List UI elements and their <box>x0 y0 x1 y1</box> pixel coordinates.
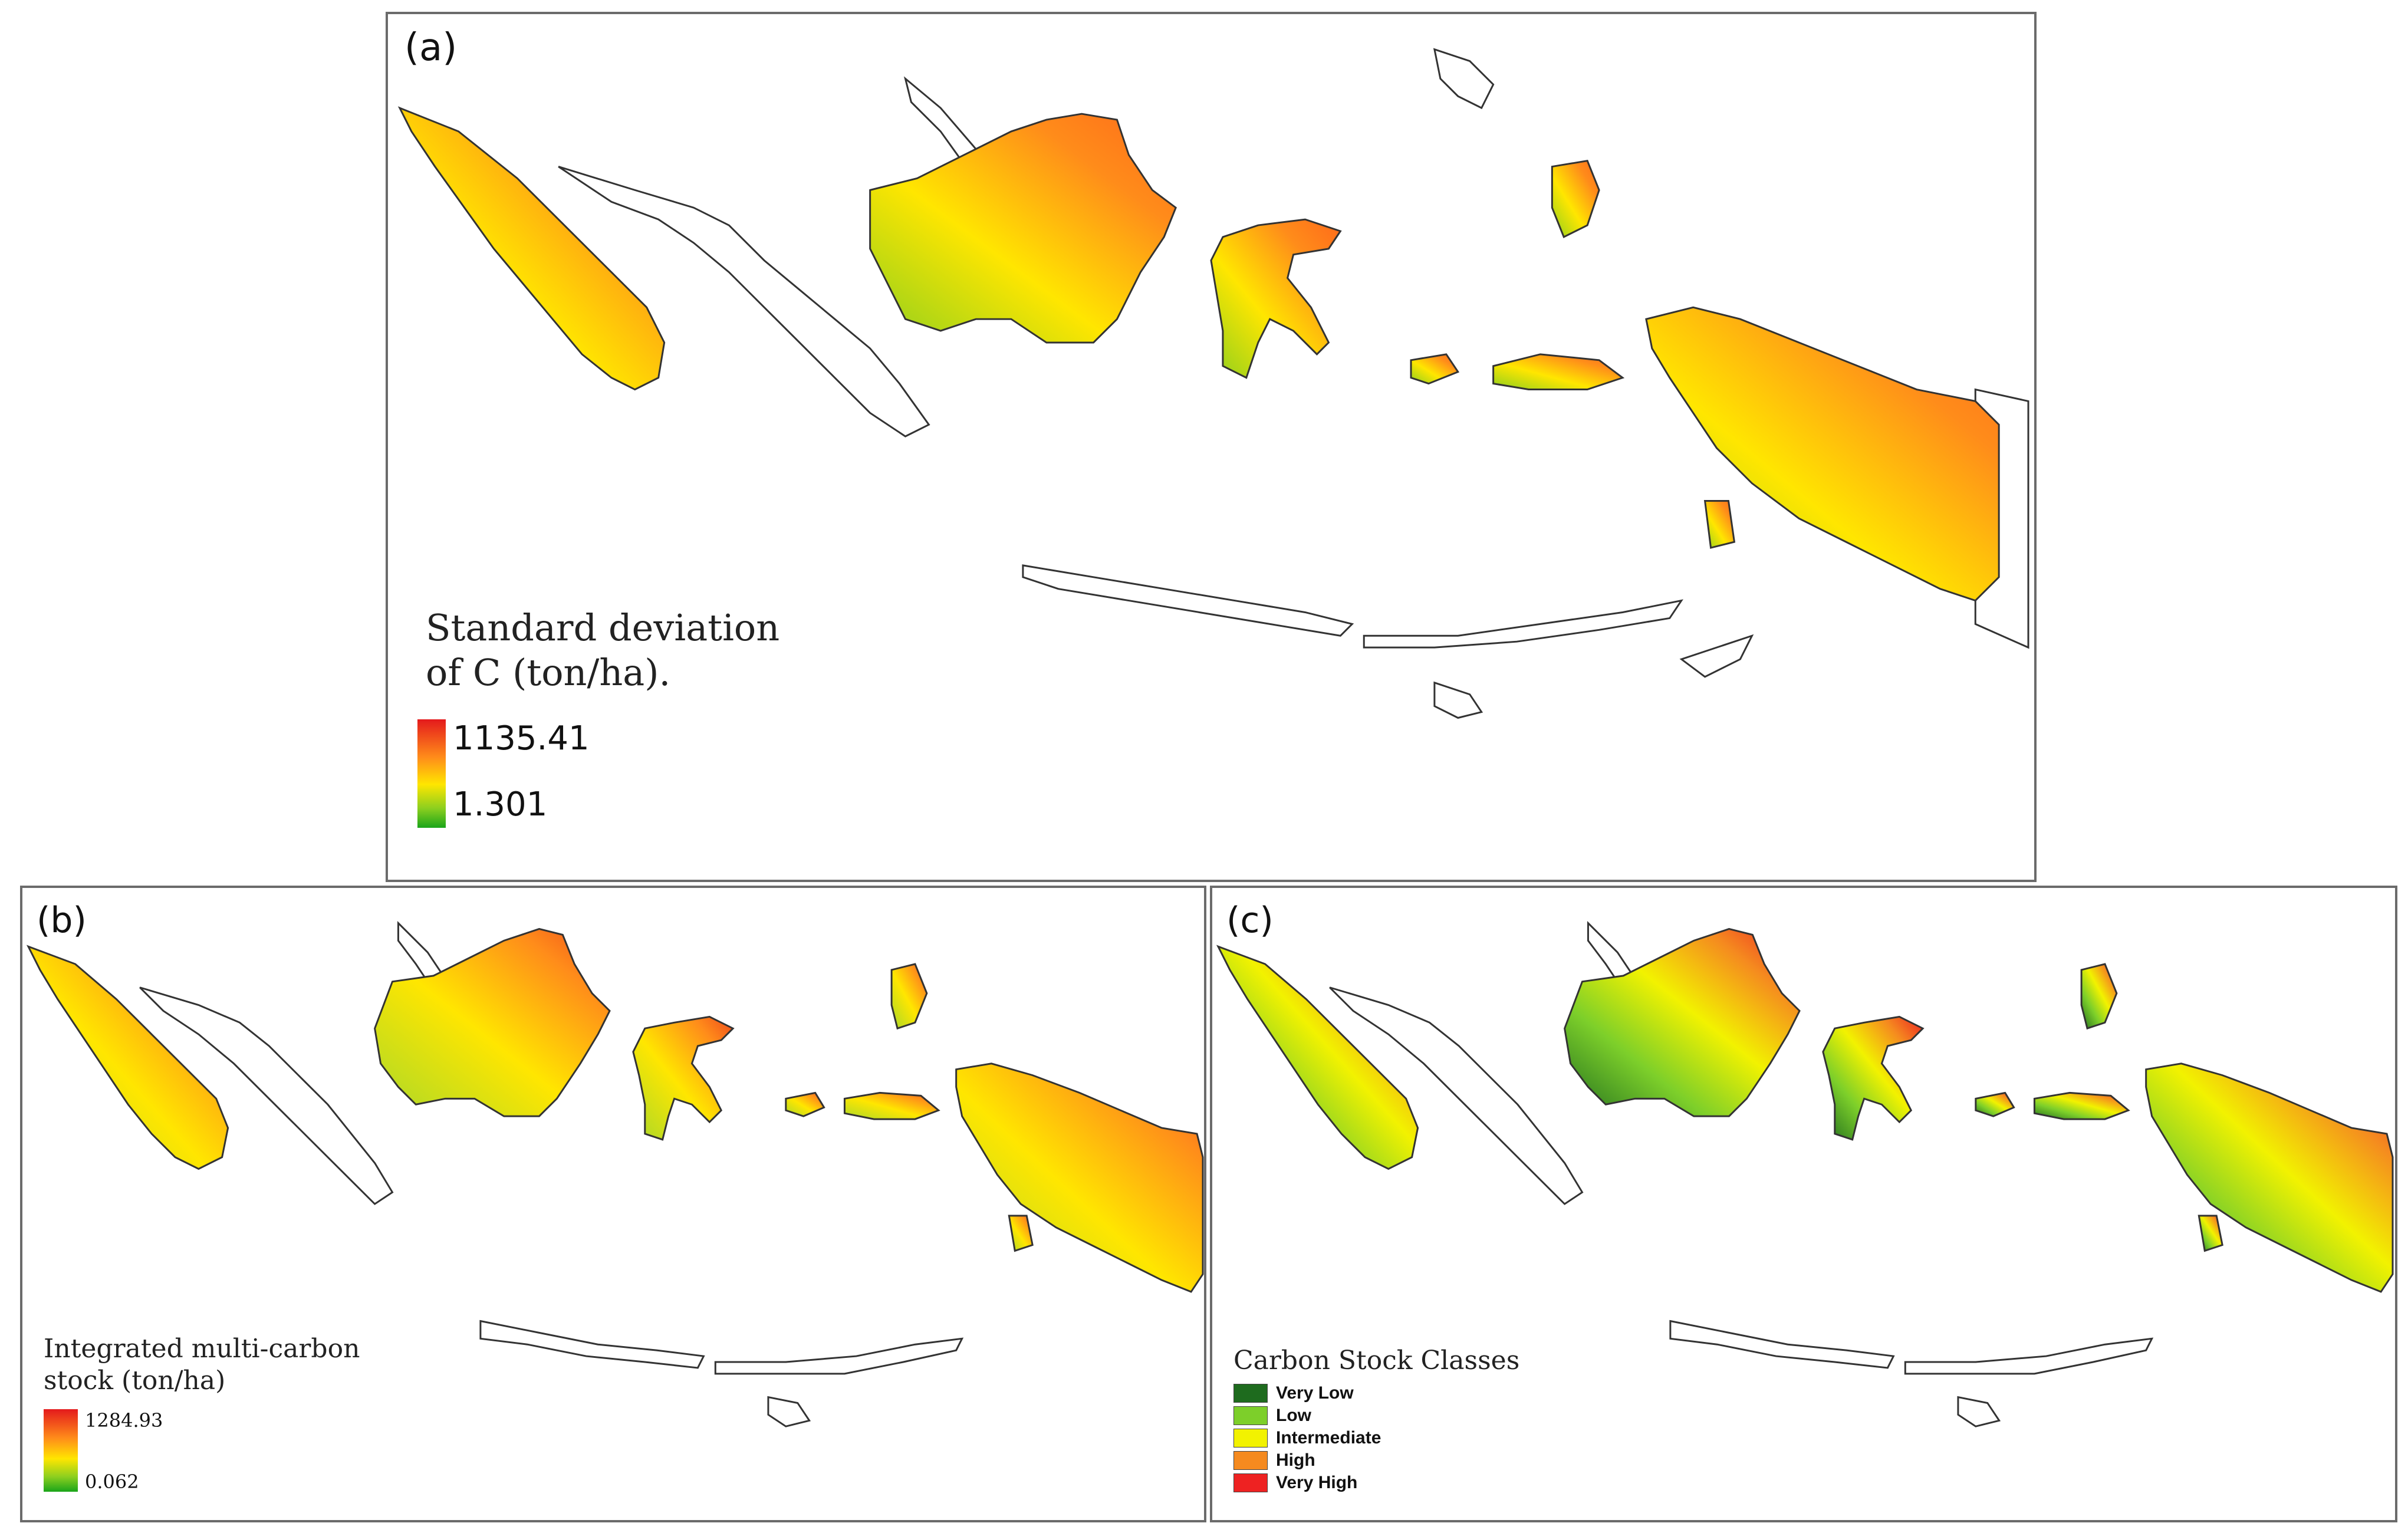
borneo-island <box>374 927 611 1117</box>
halmahera-island <box>2080 963 2118 1030</box>
indonesia-map-b <box>26 920 1204 1427</box>
halmahera-island <box>1551 159 1600 238</box>
legend-title-b-line1: Integrated multi-carbon <box>44 1334 360 1364</box>
sumatra-island <box>1216 945 1419 1170</box>
papua-island <box>2145 1062 2394 1293</box>
sumatra-island <box>26 945 229 1170</box>
swatch-very-high <box>1233 1473 1268 1492</box>
aru-island <box>2198 1215 2223 1252</box>
legend-min-b: 0.062 <box>85 1471 139 1493</box>
class-very-high: Very High <box>1233 1472 1381 1494</box>
class-label-very-low: Very Low <box>1276 1383 1354 1403</box>
color-ramp-b <box>44 1409 78 1492</box>
panel-label-c: (c) <box>1226 900 1274 941</box>
buru-island <box>1975 1091 2015 1117</box>
swatch-high <box>1233 1451 1268 1470</box>
buru-island <box>1410 353 1460 385</box>
indonesia-map-c <box>1216 920 2394 1427</box>
legend-title-b-line2: stock (ton/ha) <box>44 1366 226 1396</box>
papua-island <box>1645 306 2000 602</box>
class-label-low: Low <box>1276 1406 1311 1425</box>
panel-label-b: (b) <box>37 900 87 941</box>
aru-island <box>1008 1215 1034 1252</box>
aru-island <box>1703 500 1736 549</box>
halmahera-island <box>890 963 928 1030</box>
legend-max-b: 1284.93 <box>85 1409 163 1432</box>
panel-b-integrated-carbon-map: (b) Integrated multi-carbon stock (ton/h… <box>20 886 1206 1522</box>
borneo-island <box>1564 927 1801 1117</box>
seram-island <box>1492 353 1625 391</box>
class-very-low: Very Low <box>1233 1382 1381 1404</box>
indonesia-map-a <box>397 48 2029 719</box>
class-low: Low <box>1233 1404 1381 1427</box>
papua-island <box>955 1062 1204 1293</box>
legend-title-c: Carbon Stock Classes <box>1233 1346 1520 1376</box>
class-label-very-high: Very High <box>1276 1473 1358 1492</box>
carbon-raster-a <box>397 106 2000 602</box>
legend-title-a-line1: Standard deviation <box>426 606 780 649</box>
sumatra-island <box>397 106 666 391</box>
class-label-high: High <box>1276 1450 1315 1470</box>
class-intermediate: Intermediate <box>1233 1427 1381 1449</box>
carbon-raster-c <box>1216 927 2394 1293</box>
panel-label-a: (a) <box>404 26 458 70</box>
panel-c-carbon-classes-map: (c) Carbon Stock Classes Very Low Low In… <box>1210 886 2397 1522</box>
sulawesi-island <box>1822 1015 1925 1141</box>
map-outlines-b <box>139 920 964 1427</box>
carbon-raster-b <box>26 927 1204 1293</box>
seram-island <box>2033 1091 2130 1120</box>
color-ramp-a <box>417 719 446 828</box>
class-label-intermediate: Intermediate <box>1276 1428 1381 1448</box>
sulawesi-island <box>632 1015 735 1141</box>
class-high: High <box>1233 1449 1381 1472</box>
swatch-intermediate <box>1233 1429 1268 1448</box>
legend-min-a: 1.301 <box>453 785 548 824</box>
legend-max-a: 1135.41 <box>453 719 590 758</box>
swatch-very-low <box>1233 1384 1268 1403</box>
class-legend: Very Low Low Intermediate High Very High <box>1233 1382 1381 1494</box>
legend-title-a-line2: of C (ton/ha). <box>426 651 671 694</box>
panel-a-std-deviation-map: (a) Standard deviation of C (ton/ha). 11… <box>386 12 2037 882</box>
sulawesi-island <box>1210 218 1342 379</box>
swatch-low <box>1233 1406 1268 1425</box>
seram-island <box>843 1091 940 1120</box>
buru-island <box>785 1091 825 1117</box>
borneo-island <box>869 113 1177 344</box>
